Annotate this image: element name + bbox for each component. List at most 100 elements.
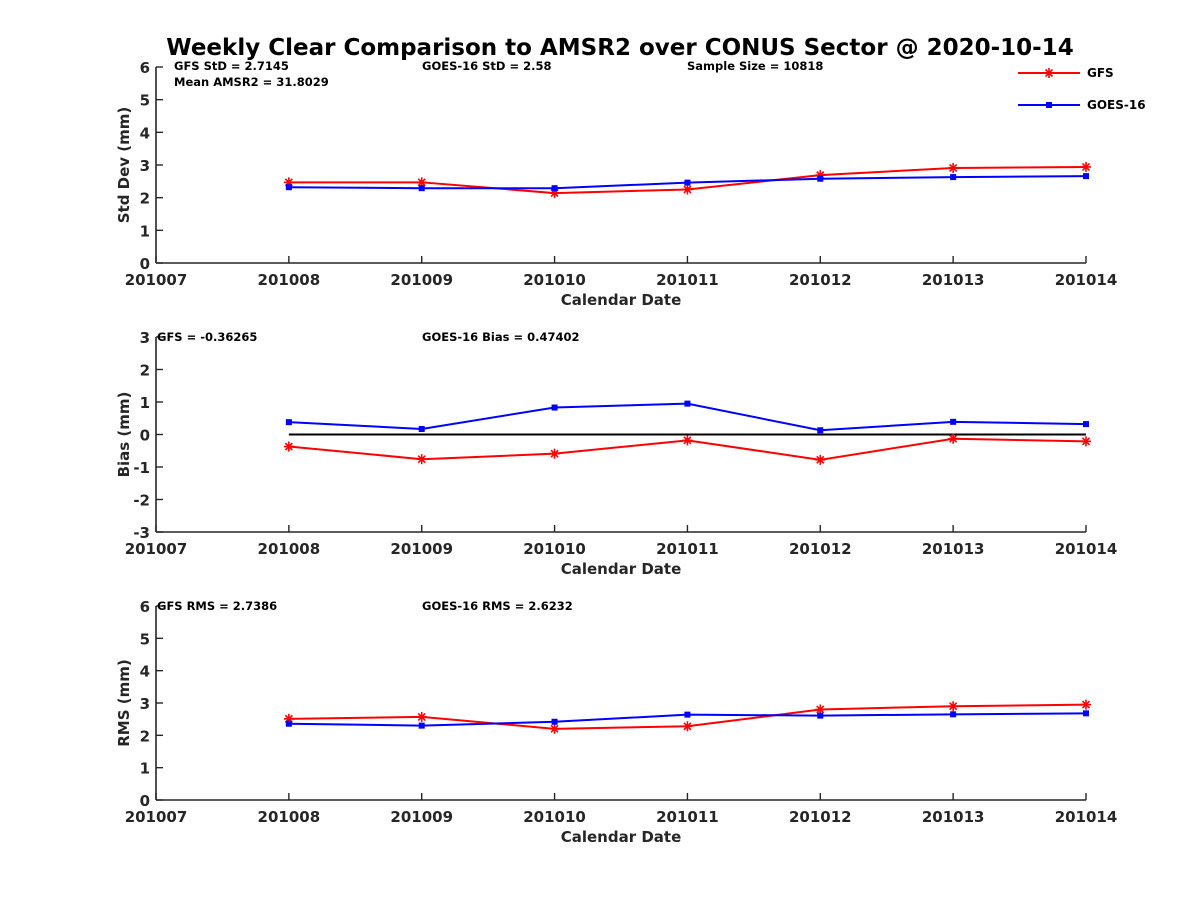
y-tick-label: 1 <box>140 222 150 240</box>
series-gfs-point <box>948 433 959 444</box>
y-tick-label: 4 <box>140 124 150 142</box>
x-tick-label: 201014 <box>1055 271 1118 289</box>
series-gfs-point-stroke <box>1081 162 1091 172</box>
series-gfs-point <box>549 448 560 459</box>
x-tick-label: 201012 <box>789 271 852 289</box>
series-goes16-point <box>418 722 425 729</box>
x-tick-label: 201013 <box>922 271 985 289</box>
series-goes16-point <box>551 185 558 192</box>
series-gfs-point <box>948 162 959 173</box>
series-goes16-point <box>684 400 691 407</box>
x-axis-label: Calendar Date <box>561 560 682 578</box>
x-tick-label: 201007 <box>125 271 188 289</box>
x-tick-label: 201014 <box>1055 808 1118 826</box>
y-tick-label: 2 <box>140 727 150 745</box>
series-goes16-point <box>684 179 691 186</box>
y-tick-label: 2 <box>140 190 150 208</box>
series-goes16-point <box>551 404 558 411</box>
panel-2: 201007 201008 201009 201010 201011 201012 2010… <box>115 329 1117 578</box>
stat-annotation: GOES-16 StD = 2.58 <box>422 59 551 73</box>
y-tick-label: 3 <box>140 157 150 175</box>
legend-gfs-marker <box>1044 68 1054 78</box>
series-goes16-point <box>285 419 292 426</box>
series-goes16-point <box>1083 173 1089 180</box>
series-gfs-point-stroke <box>550 449 559 458</box>
series-gfs-point <box>948 701 959 712</box>
x-tick-label: 201009 <box>390 540 453 558</box>
x-tick-label: 201011 <box>656 271 719 289</box>
x-tick-label: 201008 <box>258 540 321 558</box>
y-axis-label: Bias (mm) <box>115 392 133 478</box>
y-tick-label: 1 <box>140 394 150 412</box>
series-gfs-point-stroke <box>683 722 692 731</box>
series-goes16-point <box>1083 710 1089 717</box>
series-gfs-point-stroke <box>1081 700 1091 709</box>
y-tick-label: 3 <box>140 695 150 713</box>
series-gfs-point-stroke <box>284 442 293 451</box>
series-goes16-point <box>418 425 425 432</box>
x-tick-label: 201013 <box>922 540 985 558</box>
series-gfs-point-stroke <box>949 702 958 711</box>
stat-annotation: Mean AMSR2 = 31.8029 <box>174 75 329 89</box>
series-goes16-point <box>684 711 691 718</box>
series-gfs-point-stroke <box>683 436 692 445</box>
series-gfs-point <box>549 723 560 734</box>
series-goes16-point <box>950 711 957 718</box>
y-tick-label: 0 <box>140 255 150 273</box>
legend-goes-marker <box>1046 102 1052 108</box>
y-tick-label: 5 <box>140 630 150 648</box>
panel-1: 201007 201008 201009 201010 201011 201012 2010… <box>115 59 1117 309</box>
legend-box <box>1005 58 1165 124</box>
series-gfs-point-stroke <box>683 185 692 194</box>
series-goes16-point <box>950 174 957 181</box>
series-gfs-point-stroke <box>417 178 426 187</box>
y-tick-label: -2 <box>133 492 150 510</box>
y-tick-label: 5 <box>140 92 150 110</box>
x-tick-label: 201011 <box>656 808 719 826</box>
series-goes16-line <box>288 402 1087 432</box>
x-axis-label: Calendar Date <box>561 828 682 846</box>
y-tick-label: 1 <box>140 760 150 778</box>
stat-annotation: GFS RMS = 2.7386 <box>157 599 277 613</box>
y-tick-label: 3 <box>140 329 150 347</box>
x-axis-label: Calendar Date <box>561 291 682 309</box>
x-tick-label: 201011 <box>656 540 719 558</box>
x-tick-label: 201007 <box>125 540 188 558</box>
series-gfs-point <box>682 184 693 195</box>
x-tick-label: 201007 <box>125 808 188 826</box>
y-tick-label: 0 <box>140 792 150 810</box>
x-tick-label: 201014 <box>1055 540 1118 558</box>
series-gfs-point <box>1081 161 1091 172</box>
series-gfs-point-stroke <box>949 163 958 173</box>
series-gfs-point-stroke <box>550 724 559 733</box>
panel-3: 201007 201008 201009 201010 201011 201012 2010… <box>115 598 1117 846</box>
series-goes16-point <box>285 184 292 191</box>
series-goes16-point <box>817 427 824 434</box>
x-tick-label: 201009 <box>390 271 453 289</box>
y-axis-label: RMS (mm) <box>115 659 133 746</box>
series-goes16-point <box>1083 421 1089 428</box>
legend-gfs-label: GFS <box>1087 66 1114 80</box>
y-tick-label: 0 <box>140 427 150 445</box>
x-tick-label: 201013 <box>922 808 985 826</box>
series-gfs-point <box>283 441 294 452</box>
x-tick-label: 201012 <box>789 540 852 558</box>
y-axis-label: Std Dev (mm) <box>115 107 133 224</box>
series-goes16-point <box>817 712 824 719</box>
series-gfs-point-stroke <box>417 455 426 464</box>
x-tick-label: 201010 <box>523 540 586 558</box>
series-gfs-point <box>416 454 427 465</box>
legend: GFS GOES-16 <box>1005 58 1165 124</box>
stat-annotation: GFS StD = 2.7145 <box>174 59 289 73</box>
series-goes16-point <box>418 185 425 192</box>
series-gfs-point <box>1081 436 1091 447</box>
series-gfs-point-stroke <box>1081 437 1091 446</box>
series-goes16-point <box>551 718 558 725</box>
stat-annotation: GOES-16 RMS = 2.6232 <box>422 599 573 613</box>
series-goes16-point <box>950 418 957 425</box>
y-tick-label: 2 <box>140 362 150 380</box>
stat-annotation: Sample Size = 10818 <box>687 59 823 73</box>
x-tick-label: 201010 <box>523 808 586 826</box>
series-goes16-point <box>817 175 824 182</box>
